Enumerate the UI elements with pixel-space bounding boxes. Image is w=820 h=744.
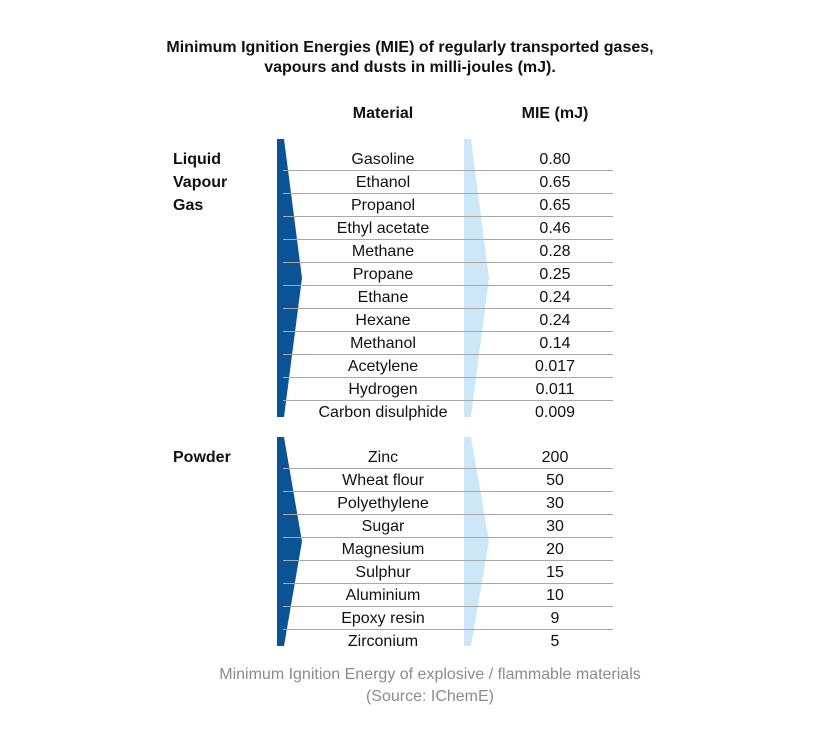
row-divider	[283, 354, 613, 355]
material-cell: Wheat flour	[342, 472, 424, 489]
table-row: Hexane 0.24	[283, 309, 613, 332]
table-row: Gasoline 0.80	[283, 148, 613, 171]
material-cell: Zinc	[367, 449, 399, 466]
mie-value-cell: 15	[546, 564, 564, 581]
row-divider	[283, 491, 613, 492]
material-cell: Ethanol	[355, 174, 411, 191]
mie-value-cell: 30	[546, 518, 564, 535]
material-cell: Sulphur	[355, 564, 411, 581]
table-title: Minimum Ignition Energies (MIE) of regul…	[166, 39, 654, 76]
mie-value-cell: 0.011	[535, 381, 575, 398]
material-cell: Hexane	[355, 312, 411, 329]
mie-value-cell: 0.80	[539, 151, 571, 168]
table-row: Ethanol 0.65	[283, 171, 613, 194]
table-row: Ethane 0.24	[283, 286, 613, 309]
mie-value-cell: 0.24	[539, 289, 571, 306]
row-divider	[283, 308, 613, 309]
row-divider	[283, 537, 613, 538]
table-row: Aluminium 10	[283, 584, 613, 607]
mie-column-header: MIE (mJ)	[521, 105, 589, 122]
table-row: Zirconium 5	[283, 630, 613, 653]
row-divider	[283, 468, 613, 469]
mie-value-cell: 0.017	[534, 358, 576, 375]
group-label: Powder	[173, 449, 231, 466]
mie-value-cell: 50	[546, 472, 564, 489]
table-row: Methane 0.28	[283, 240, 613, 263]
material-cell: Magnesium	[341, 541, 425, 558]
material-cell: Methane	[351, 243, 415, 260]
mie-value-cell: 5	[550, 633, 560, 650]
row-divider	[283, 170, 613, 171]
group-label: Vapour	[173, 174, 228, 191]
group-arrow-light	[464, 139, 489, 417]
group-label: Gas	[173, 197, 204, 214]
row-divider	[283, 629, 613, 630]
mie-value-cell: 30	[546, 495, 564, 512]
material-cell: Propane	[352, 266, 414, 283]
material-cell: Ethane	[357, 289, 409, 306]
material-cell: Epoxy resin	[341, 610, 425, 627]
group-arrow-dark	[277, 139, 302, 417]
group-label: Liquid	[173, 151, 221, 168]
mie-value-cell: 0.009	[534, 404, 576, 421]
row-divider	[283, 377, 613, 378]
table-caption: Minimum Ignition Energy of explosive / f…	[219, 666, 641, 705]
material-cell: Hydrogen	[348, 381, 418, 398]
material-column-header: Material	[352, 105, 414, 122]
group-arrow-dark	[277, 437, 302, 646]
table-row: Sugar 30	[283, 515, 613, 538]
table-row: Polyethylene 30	[283, 492, 613, 515]
table-row: Acetylene 0.017	[283, 355, 613, 378]
table-row: Epoxy resin 9	[283, 607, 613, 630]
mie-value-cell: 0.28	[539, 243, 571, 260]
row-divider	[283, 193, 613, 194]
row-divider	[283, 239, 613, 240]
material-cell: Gasoline	[351, 151, 415, 168]
table-row: Hydrogen 0.011	[283, 378, 613, 401]
row-divider	[283, 331, 613, 332]
row-divider	[283, 583, 613, 584]
mie-value-cell: 0.24	[539, 312, 571, 329]
mie-value-cell: 0.65	[539, 174, 571, 191]
row-divider	[283, 216, 613, 217]
mie-value-cell: 200	[541, 449, 569, 466]
group-arrow-light	[464, 437, 489, 646]
table-row: Wheat flour 50	[283, 469, 613, 492]
table-row: Ethyl acetate 0.46	[283, 217, 613, 240]
mie-value-cell: 9	[550, 610, 560, 627]
material-cell: Ethyl acetate	[336, 220, 430, 237]
table-row: Propane 0.25	[283, 263, 613, 286]
material-cell: Acetylene	[347, 358, 419, 375]
material-cell: Zirconium	[347, 633, 419, 650]
row-divider	[283, 262, 613, 263]
row-divider	[283, 560, 613, 561]
material-cell: Sugar	[361, 518, 405, 535]
mie-value-cell: 0.14	[539, 335, 571, 352]
table-row: Magnesium 20	[283, 538, 613, 561]
table-row: Carbon disulphide 0.009	[283, 401, 613, 424]
material-cell: Aluminium	[345, 587, 421, 604]
material-cell: Propanol	[350, 197, 416, 214]
mie-value-cell: 0.65	[539, 197, 571, 214]
row-divider	[283, 514, 613, 515]
table-row: Zinc 200	[283, 446, 613, 469]
row-divider	[283, 606, 613, 607]
material-cell: Polyethylene	[337, 495, 429, 512]
row-divider	[283, 285, 613, 286]
mie-value-cell: 10	[546, 587, 564, 604]
material-cell: Carbon disulphide	[318, 404, 448, 421]
mie-value-cell: 0.25	[539, 266, 571, 283]
table-row: Sulphur 15	[283, 561, 613, 584]
table-row: Propanol 0.65	[283, 194, 613, 217]
material-cell: Methanol	[350, 335, 416, 352]
row-divider	[283, 400, 613, 401]
mie-value-cell: 0.46	[539, 220, 571, 237]
table-row: Methanol 0.14	[283, 332, 613, 355]
mie-value-cell: 20	[546, 541, 564, 558]
